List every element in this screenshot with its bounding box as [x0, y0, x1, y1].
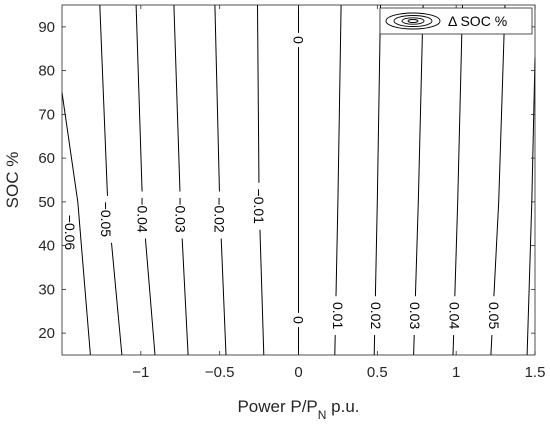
contour-labels: −0.06 −0.05 −0.04 −0.03 −0.02 −0.01 0 0 0.01 0.02… [61, 32, 503, 336]
contour-label-background [446, 296, 463, 336]
x-tick-label: 1 [452, 364, 460, 381]
x-tick-label: −0.5 [205, 364, 235, 381]
y-axis-label: SOC % [3, 152, 22, 209]
contour-label-background [61, 209, 78, 257]
legend-box [379, 7, 533, 35]
contour-label: −0.01 [251, 189, 267, 225]
x-tick-label: −1 [132, 364, 149, 381]
y-tick-label: 30 [38, 281, 55, 298]
contour-label: 0.01 [330, 302, 346, 329]
contour-label: −0.02 [212, 197, 228, 233]
y-tick-label: 40 [38, 238, 55, 255]
legend-ellipse [385, 12, 441, 30]
contour-label: 0.02 [368, 302, 384, 329]
x-tick-label: 1.5 [525, 364, 546, 381]
y-tick-label: 50 [38, 194, 55, 211]
contour-label-background [251, 182, 268, 230]
legend-ellipse [393, 15, 433, 27]
legend-ellipse [407, 19, 419, 23]
contour-label: 0 [291, 316, 307, 324]
contour-label-background [98, 195, 115, 243]
contour-label-background [134, 191, 151, 239]
y-tick-label: 80 [38, 63, 55, 80]
contour-label: 0.04 [447, 302, 463, 329]
contour-label-background [407, 296, 424, 336]
y-axis: 20 30 40 50 60 70 80 90 [38, 19, 535, 342]
contour-label-background [290, 312, 307, 328]
x-tick-label: 0.5 [367, 364, 388, 381]
y-tick-label: 70 [38, 106, 55, 123]
contour-label-background [486, 296, 503, 336]
contour-label: 0.05 [486, 302, 502, 329]
legend: Δ SOC % [379, 7, 533, 35]
contour-label-background [211, 191, 228, 239]
contour-label-background [172, 191, 189, 239]
contour-label: −0.04 [134, 197, 150, 233]
x-axis: −1 −0.5 0 0.5 1 1.5 [132, 5, 545, 381]
contour-line [61, 92, 91, 356]
contour-label-background [290, 32, 307, 48]
contour-label: −0.05 [98, 202, 114, 238]
x-tick-label: 0 [294, 364, 302, 381]
contour-label: 0 [291, 36, 307, 44]
x-axis-label: Power P/PN p.u. [237, 397, 359, 422]
contour-label-background [329, 296, 346, 336]
y-tick-label: 20 [38, 325, 55, 342]
contour-label: −0.06 [62, 215, 78, 251]
legend-entry: Δ SOC % [448, 13, 507, 29]
legend-ellipse [401, 17, 425, 25]
contour-label: −0.03 [172, 197, 188, 233]
contour-label: 0.03 [407, 302, 423, 329]
contour-label-background [367, 296, 384, 336]
y-tick-label: 60 [38, 150, 55, 167]
y-tick-label: 90 [38, 19, 55, 36]
contour-ellipses-icon [385, 12, 441, 30]
